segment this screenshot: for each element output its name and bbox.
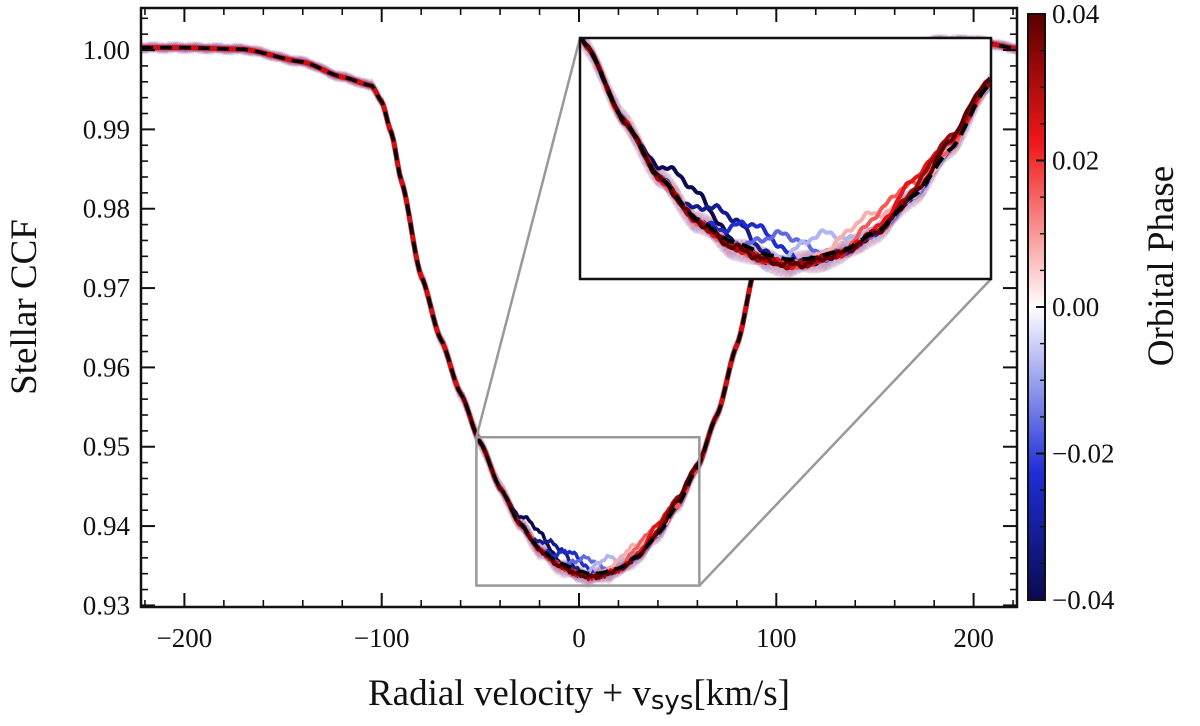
zoom-region-box [475, 435, 701, 587]
inset-plot-curves [580, 38, 991, 279]
x-axis-label-main: Radial velocity + v [368, 673, 651, 714]
connector-line [475, 37, 582, 438]
colorbar-tick-label: −0.02 [1052, 439, 1114, 469]
colorbar-tick-label: 0.02 [1052, 146, 1099, 176]
colorbar-label: Orbital Phase [1141, 166, 1182, 366]
x-tick-label: 100 [756, 623, 797, 653]
y-tick-label: 0.98 [83, 194, 130, 224]
colorbar-tick-label: −0.04 [1052, 585, 1115, 615]
y-tick-label: 0.96 [83, 352, 130, 382]
y-tick-label: 0.95 [83, 432, 130, 462]
y-tick-label: 0.97 [83, 273, 130, 303]
mean-profile-line [580, 38, 991, 262]
x-tick-label: −200 [157, 623, 213, 653]
y-tick-label: 1.00 [83, 35, 130, 65]
x-axis-label-units: [km/s] [693, 673, 790, 714]
y-tick-label: 0.93 [83, 590, 130, 620]
y-tick-label: 0.94 [83, 511, 131, 541]
colorbar-tick-label: 0.04 [1052, 0, 1100, 29]
x-axis-label-subscript: sys [651, 686, 693, 716]
series-line [459, 393, 718, 581]
connector-line [698, 278, 992, 587]
x-axis-label: Radial velocity + vsys[km/s] [368, 673, 790, 716]
x-tick-labels: −200 −100 0 100 200 [157, 623, 994, 653]
inset-connector-lines [475, 37, 992, 587]
x-tick-label: −100 [354, 623, 410, 653]
colorbar-tick-labels: −0.04 −0.02 0.00 0.02 0.04 [1052, 0, 1115, 615]
x-tick-label: 0 [572, 623, 586, 653]
x-tick-label: 200 [953, 623, 994, 653]
y-tick-labels: 0.93 0.94 0.95 0.96 0.97 0.98 0.99 1.00 [83, 35, 131, 620]
colorbar-ticks [1036, 13, 1045, 601]
y-tick-label: 0.99 [83, 114, 130, 144]
colorbar-tick-label: 0.00 [1052, 292, 1099, 322]
y-axis-label: Stellar CCF [4, 219, 45, 395]
series-line [580, 38, 991, 270]
inset-frame [578, 36, 993, 281]
axis-ticks [141, 8, 1017, 607]
